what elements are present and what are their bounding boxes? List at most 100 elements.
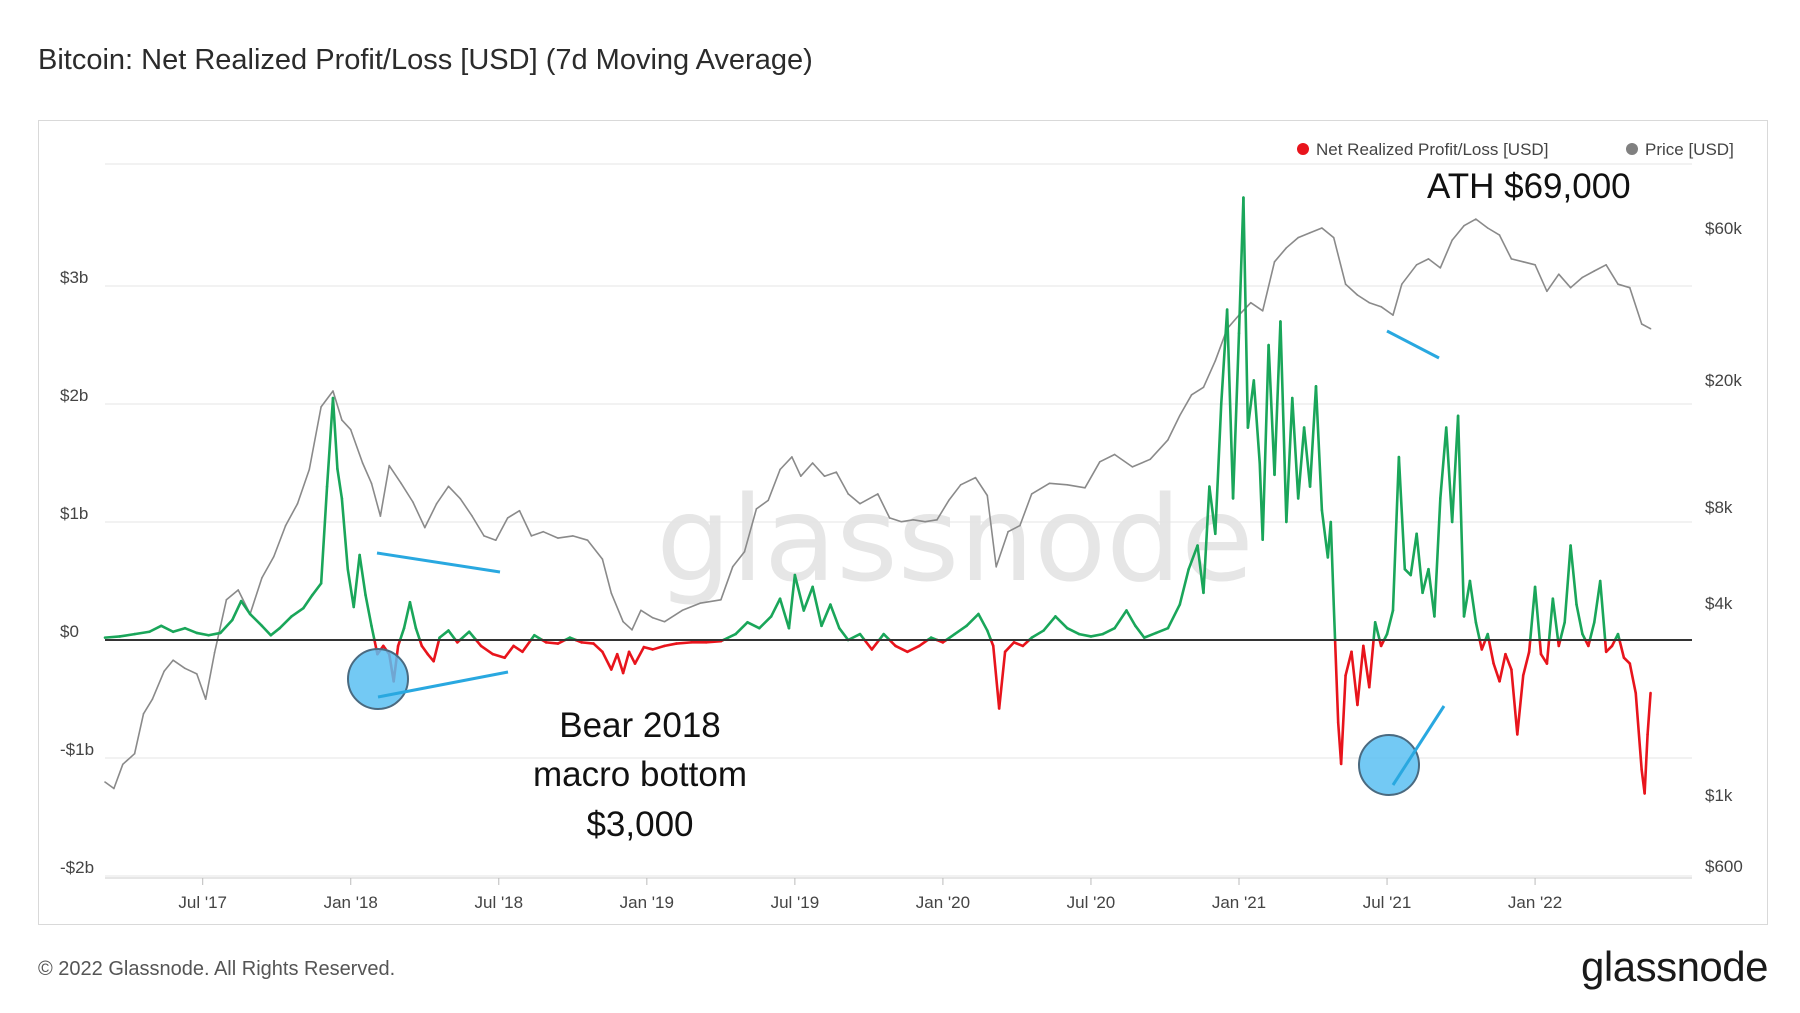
x-tick-label: Jul '19 (771, 893, 820, 912)
price-point (104, 781, 106, 783)
price-point (172, 659, 174, 662)
pl-segment (870, 638, 881, 651)
x-tick-label: Jul '18 (474, 893, 523, 912)
legend-dot-price (1626, 143, 1638, 155)
pl-segment (1231, 331, 1241, 500)
price-point (767, 499, 770, 502)
pl-segment (1421, 567, 1430, 595)
right-axis: $60k $20k $8k $4k $1k $600 (1705, 219, 1743, 876)
price-point (237, 589, 240, 591)
pl-segment (1344, 650, 1353, 677)
pl-segment (1012, 641, 1025, 648)
pl-segment (491, 652, 507, 660)
pl-segment (1089, 632, 1105, 638)
pl-segment (906, 644, 921, 654)
annotation-bear-line-1: Bear 2018 (559, 706, 721, 745)
pl-segment (1314, 384, 1324, 512)
pl-segment (248, 612, 264, 628)
pl-segment (1563, 544, 1572, 624)
price-point (1640, 323, 1643, 325)
pl-segment (340, 497, 350, 571)
price-point (1178, 414, 1181, 417)
price-point (731, 566, 734, 568)
right-tick-label: $20k (1705, 371, 1742, 390)
pl-segment (1285, 396, 1294, 524)
pl-segment (398, 626, 406, 642)
pl-segment (467, 630, 478, 642)
price-point (847, 493, 849, 495)
price-point (204, 698, 207, 701)
legend-label-price: Price [USD] (1645, 140, 1734, 159)
left-tick-label: $2b (60, 386, 88, 405)
pl-segment (1367, 638, 1375, 689)
pl-segment (1551, 597, 1560, 642)
pl-segment (183, 626, 199, 635)
pl-segment (219, 618, 234, 635)
x-tick-label: Jul '17 (178, 893, 227, 912)
price-point (586, 539, 589, 542)
price-point (1202, 386, 1205, 389)
pl-segment (991, 644, 1001, 710)
pl-segment (1333, 638, 1340, 724)
pl-segment (642, 645, 655, 651)
chart-title: Bitcoin: Net Realized Profit/Loss [USD] … (38, 44, 813, 76)
price-point (341, 419, 343, 421)
right-tick-label: $1k (1705, 786, 1733, 805)
pl-segment (1154, 626, 1170, 635)
pl-segment (1588, 620, 1596, 642)
price-point (876, 493, 879, 495)
pl-segment (231, 599, 243, 622)
price-point (681, 609, 684, 612)
price-point (412, 501, 414, 503)
pl-segment (414, 626, 422, 642)
price-point (349, 428, 352, 431)
pl-segment (1373, 620, 1381, 642)
pl-segment (346, 567, 356, 609)
pl-segment (811, 585, 823, 628)
price-point (974, 476, 977, 479)
price-point (912, 519, 915, 521)
pl-segment (1208, 485, 1217, 536)
price-point (631, 629, 633, 631)
pl-segment (1202, 485, 1211, 595)
price-point (284, 524, 287, 527)
price-point (1190, 393, 1193, 396)
pl-segment (352, 553, 361, 609)
pl-segment (1065, 626, 1081, 636)
price-point (622, 620, 624, 623)
trendline-price-2021 (1386, 329, 1440, 360)
highlight-circle-2021 (1358, 734, 1420, 796)
price-point (610, 592, 613, 594)
price-point (986, 494, 989, 497)
price-point (1273, 261, 1276, 263)
pl-segment (1385, 609, 1395, 636)
pl-segment (458, 630, 471, 642)
pl-segment (1538, 638, 1543, 656)
pl-segment (863, 638, 874, 651)
price-point (601, 558, 604, 560)
price-point (1380, 305, 1382, 308)
pl-segment (512, 644, 524, 654)
right-tick-label: $8k (1705, 498, 1733, 517)
price-point (557, 537, 559, 539)
x-tick-label: Jan '22 (1508, 893, 1562, 912)
pl-segment (479, 644, 495, 656)
pl-segment (997, 650, 1007, 710)
footer-copyright: © 2022 Glassnode. All Rights Reserved. (38, 958, 396, 980)
price-point (811, 462, 814, 464)
price-point (320, 406, 322, 408)
left-axis: $3b $2b $1b $0 -$1b -$2b (60, 268, 94, 877)
right-tick-label: $600 (1705, 857, 1743, 876)
pl-segment (1643, 733, 1649, 795)
price-point (530, 535, 533, 537)
pl-segment (171, 626, 187, 634)
pl-segment (1219, 308, 1229, 406)
price-point (195, 673, 198, 675)
pl-segment (778, 597, 791, 630)
price-point (1099, 460, 1101, 463)
price-point (113, 787, 115, 790)
price-point (1415, 264, 1418, 266)
price-point (332, 390, 334, 392)
price-point (995, 566, 998, 568)
pl-segment (159, 624, 175, 634)
